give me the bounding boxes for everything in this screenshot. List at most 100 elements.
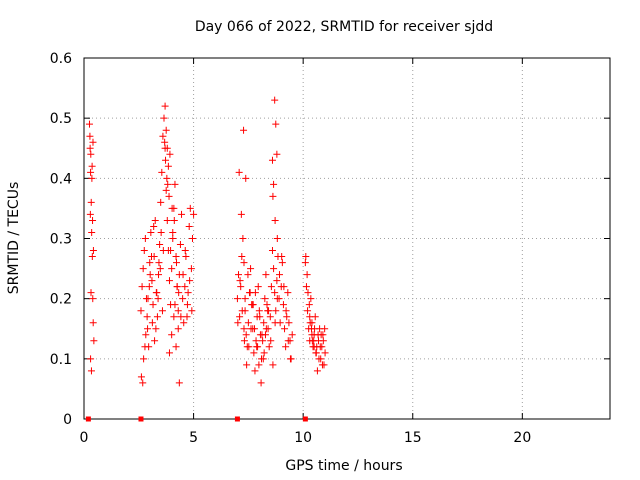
data-point — [270, 265, 278, 273]
data-point — [188, 235, 196, 242]
data-point — [137, 307, 145, 315]
data-point — [151, 216, 159, 224]
data-point — [236, 313, 244, 321]
data-point — [144, 295, 152, 303]
data-point — [321, 349, 329, 357]
data-point — [165, 277, 173, 285]
data-point — [303, 271, 311, 279]
data-point — [179, 295, 187, 303]
data-point — [171, 301, 179, 309]
data-point — [282, 307, 290, 315]
x-axis-title: GPS time / hours — [285, 458, 402, 474]
y-tick-label: 0.3 — [50, 232, 72, 248]
data-point — [88, 228, 96, 236]
data-point — [261, 331, 269, 339]
data-point — [89, 247, 97, 255]
data-point — [169, 235, 177, 242]
data-point — [145, 283, 153, 291]
data-point — [260, 319, 268, 327]
data-point — [312, 349, 320, 357]
data-point — [242, 331, 250, 339]
data-point — [159, 247, 167, 255]
data-point — [87, 168, 95, 176]
data-point — [238, 307, 246, 315]
data-point — [163, 144, 171, 152]
data-point — [271, 96, 279, 104]
data-point — [284, 337, 292, 345]
data-point — [281, 325, 289, 333]
data-point — [265, 343, 273, 351]
data-point — [174, 325, 182, 333]
data-point — [140, 355, 148, 363]
data-point — [140, 247, 148, 255]
data-point — [146, 259, 154, 267]
data-point — [240, 337, 248, 345]
data-point — [148, 277, 156, 285]
data-point — [89, 216, 97, 224]
data-point — [165, 192, 173, 200]
data-point — [87, 355, 95, 363]
data-point — [285, 319, 293, 327]
data-point — [172, 343, 180, 351]
data-point — [179, 271, 187, 279]
data-point — [267, 337, 275, 345]
data-point — [165, 349, 173, 357]
data-point — [169, 228, 177, 236]
data-point — [88, 162, 96, 170]
data-point — [156, 241, 164, 249]
data-point — [166, 150, 174, 158]
data-point — [176, 241, 184, 249]
data-point — [255, 361, 263, 369]
data-point — [263, 301, 271, 309]
data-point — [167, 247, 175, 255]
y-tick-label: 0.6 — [50, 51, 72, 67]
data-point — [280, 283, 288, 291]
data-point — [186, 204, 194, 212]
data-point — [139, 265, 147, 273]
data-point — [244, 319, 252, 327]
data-point — [177, 313, 185, 321]
y-tick-label: 0.1 — [50, 352, 72, 368]
data-point — [87, 367, 95, 375]
data-point — [304, 289, 312, 297]
data-point — [235, 271, 243, 279]
y-tick-label: 0 — [63, 412, 72, 428]
data-point — [278, 253, 286, 261]
data-point — [304, 307, 312, 315]
data-point — [259, 337, 267, 345]
data-point — [235, 168, 243, 176]
axis-ticks: 0 0.1 0.2 0.3 0.4 0.5 0.6 0 5 10 15 20 — [50, 51, 610, 446]
data-point — [283, 313, 291, 321]
data-point — [175, 379, 183, 387]
data-point — [278, 259, 286, 267]
data-point — [87, 150, 95, 158]
data-point — [139, 379, 147, 387]
x-tick-label: 20 — [513, 430, 531, 446]
data-point — [89, 138, 97, 146]
data-point — [155, 259, 163, 267]
data-point — [147, 228, 155, 236]
data-point — [272, 307, 280, 315]
data-point — [188, 307, 196, 315]
data-point — [168, 331, 176, 339]
data-point — [251, 367, 259, 375]
data-point — [157, 228, 165, 236]
data-point — [153, 289, 161, 297]
data-point — [164, 180, 172, 188]
data-point — [239, 235, 247, 242]
data-point — [175, 289, 183, 297]
data-point — [157, 198, 165, 206]
data-point — [162, 186, 170, 194]
data-point — [251, 325, 259, 333]
data-point — [273, 295, 281, 303]
data-point — [154, 295, 162, 303]
data-point — [236, 277, 244, 285]
data-point — [256, 313, 264, 321]
data-point — [88, 253, 96, 261]
data-point — [146, 271, 154, 279]
data-point — [173, 283, 181, 291]
data-point — [240, 325, 248, 333]
data-points — [85, 96, 329, 422]
data-point — [155, 271, 163, 279]
data-point — [273, 150, 281, 158]
